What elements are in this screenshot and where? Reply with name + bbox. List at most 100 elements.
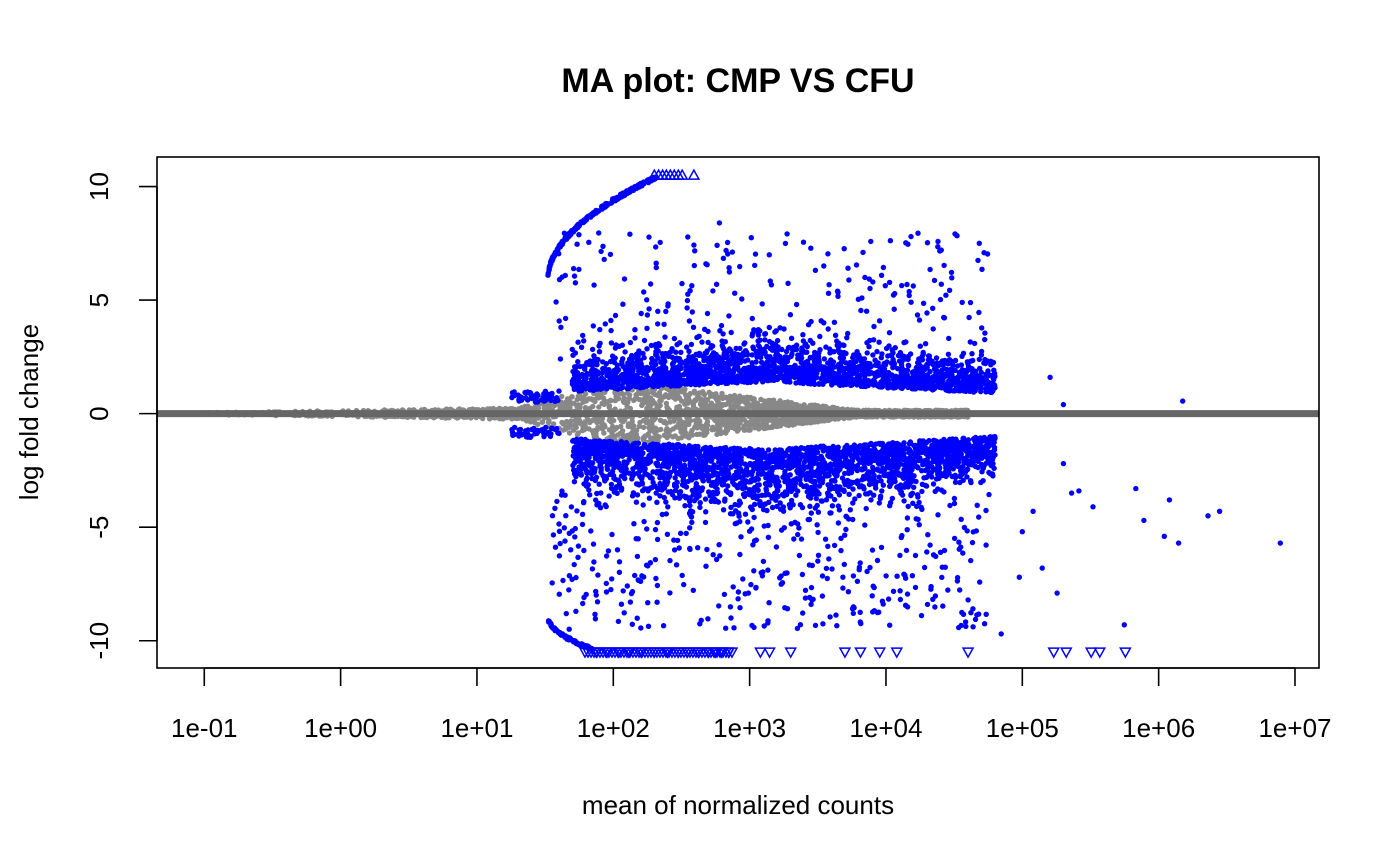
grey-point [661, 432, 668, 438]
blue-point [737, 345, 743, 352]
grey-point [559, 419, 565, 426]
grey-point [685, 400, 691, 406]
blue-point [653, 490, 659, 496]
grey-point [781, 420, 787, 426]
grey-point [766, 424, 773, 431]
grey-point [566, 430, 573, 436]
blue-point [608, 485, 615, 491]
blue-point [970, 357, 976, 364]
grey-point [625, 421, 632, 427]
grey-point [757, 417, 763, 423]
blue-point [871, 377, 877, 383]
grey-point [777, 423, 784, 429]
blue-point [586, 487, 592, 493]
blue-point [600, 359, 606, 365]
blue-point [906, 441, 913, 447]
blue-point [630, 372, 636, 378]
blue-point [589, 475, 595, 482]
grey-point [587, 405, 593, 411]
blue-point [665, 504, 671, 510]
grey-point [665, 430, 672, 436]
grey-point [592, 430, 598, 437]
blue-point [870, 464, 876, 471]
grey-point [611, 417, 617, 424]
blue-point [817, 333, 823, 340]
grey-point [654, 402, 660, 409]
grey-point [678, 435, 684, 441]
grey-point [672, 433, 678, 439]
grey-point [727, 395, 733, 402]
grey-point [719, 390, 725, 397]
grey-point [626, 434, 632, 440]
grey-point [572, 422, 578, 428]
blue-point [688, 341, 695, 348]
grey-point [532, 404, 538, 411]
blue-point [705, 339, 711, 346]
blue-point [622, 349, 628, 355]
blue-point [807, 503, 813, 509]
grey-point [658, 394, 665, 400]
blue-point [841, 370, 847, 376]
grey-point [582, 391, 589, 397]
blue-point [957, 479, 963, 486]
grey-point [700, 423, 706, 430]
grey-point [633, 427, 640, 433]
grey-point [774, 402, 780, 408]
grey-point [670, 426, 676, 432]
blue-point [960, 350, 967, 356]
grey-point [600, 400, 606, 406]
blue-point [767, 482, 773, 488]
grey-point [800, 404, 807, 411]
blue-point [920, 349, 926, 356]
grey-point [539, 419, 545, 425]
grey-point [742, 398, 748, 404]
grey-point [693, 422, 700, 428]
blue-point [876, 440, 882, 447]
grey-point [649, 397, 656, 404]
blue-point [800, 332, 806, 338]
grey-point [701, 432, 707, 438]
grey-point [745, 422, 751, 429]
grey-point [572, 417, 578, 424]
blue-point [919, 488, 925, 495]
grey-point [620, 432, 626, 438]
blue-point [864, 350, 870, 356]
grey-point [731, 392, 738, 399]
grey-point [714, 431, 720, 438]
grey-point [727, 416, 733, 422]
grey-point [596, 404, 602, 410]
grey-point [682, 424, 688, 430]
blue-point [762, 331, 768, 337]
blue-point [637, 380, 643, 386]
blue-point [687, 502, 693, 509]
grey-point [707, 393, 714, 399]
grey-point [644, 405, 650, 412]
grey-point [577, 395, 583, 402]
grey-point [714, 398, 721, 404]
blue-point [689, 519, 695, 526]
grey-point [550, 421, 557, 427]
grey-point [674, 390, 680, 396]
grey-point [602, 424, 608, 430]
blue-point [635, 440, 642, 446]
blue-point [745, 519, 751, 525]
blue-point [969, 351, 975, 357]
grey-point [721, 420, 727, 427]
grey-point [723, 401, 729, 408]
blue-point [777, 325, 783, 331]
grey-point [619, 428, 626, 434]
blue-point [807, 337, 813, 344]
blue-point [728, 504, 734, 511]
blue-point [756, 501, 763, 507]
blue-point [930, 481, 937, 487]
blue-point [639, 479, 645, 486]
blue-point [703, 509, 709, 515]
grey-point [658, 426, 664, 433]
grey-point [631, 423, 637, 429]
blue-point [951, 495, 958, 502]
blue-point [861, 356, 868, 362]
grey-point [780, 400, 786, 407]
grey-point [643, 419, 649, 426]
grey-point [689, 427, 695, 434]
blue-point [860, 484, 866, 490]
